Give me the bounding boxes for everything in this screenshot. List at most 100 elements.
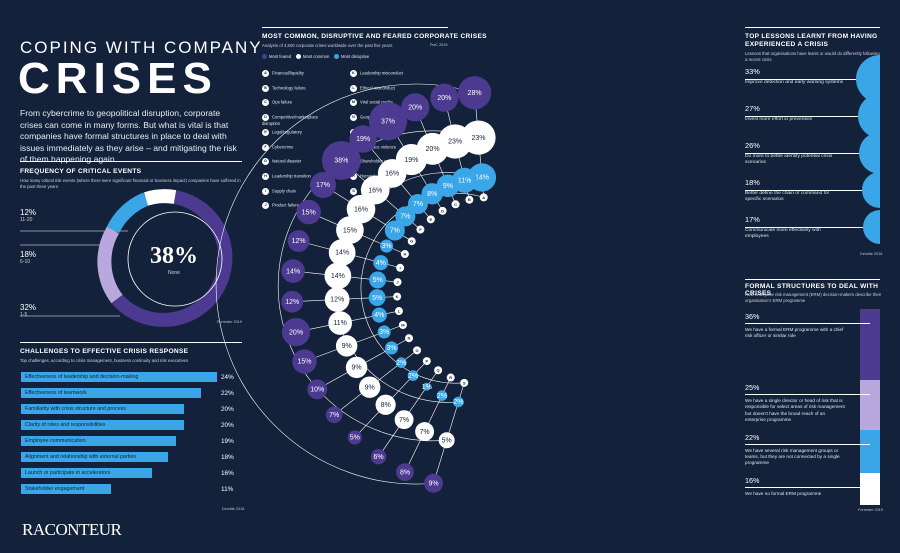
bubble-value: 23% [448, 139, 462, 146]
challenges-source: Deloitte 2018 [222, 507, 245, 511]
bubble-value: 12% [292, 238, 306, 245]
category-node [451, 200, 460, 209]
category-node [434, 366, 443, 375]
bubble-most-feared-r [396, 463, 414, 482]
bubble-value: 5% [350, 435, 360, 442]
bubble-value: 14% [335, 250, 349, 257]
bubble-most-common-g [346, 194, 376, 224]
formal-pct: 36% [745, 312, 760, 321]
challenge-value: 11% [221, 485, 234, 493]
category-node [460, 378, 469, 387]
category-key: A [262, 70, 269, 77]
category-node-key: B [468, 197, 471, 202]
lessons-source: Deloitte 2018 [860, 252, 883, 256]
challenge-label: Launch or participate in accelerators [25, 470, 111, 476]
donut-segment-6-10 [106, 192, 149, 234]
category-label: Competitive/marketplace disruption [262, 114, 319, 127]
category-key: J [262, 202, 269, 210]
bubble-value: 16% [385, 171, 399, 178]
bubble-most-feared-a [457, 76, 492, 110]
lesson-text: Better define the chain of command for s… [745, 191, 830, 202]
bubble-most-feared-g [310, 172, 336, 199]
bubble-most-feared-l [281, 317, 311, 347]
bubble-value: 8% [427, 191, 437, 198]
category-key: S [350, 187, 357, 195]
critical-heading: FREQUENCY OF CRITICAL EVENTS [20, 168, 142, 175]
category-node-key: J [396, 280, 398, 285]
title-small: COPING WITH COMPANY [20, 38, 263, 57]
challenge-value: 16% [221, 469, 234, 477]
challenges-sub: Top challenges, according to crisis mana… [20, 358, 189, 363]
challenge-bar [21, 420, 185, 430]
category-label: Legal/regulatory [272, 129, 303, 135]
challenge-value: 20% [221, 421, 234, 429]
category-node-key: Q [437, 368, 440, 373]
critical-item-2: 18% 6-10 [20, 250, 36, 265]
category-node-key: G [410, 239, 413, 244]
challenges-heading: CHALLENGES TO EFFECTIVE CRISIS RESPONSE [20, 348, 189, 355]
challenge-label: Employee communication [25, 438, 86, 444]
challenge-value: 22% [221, 389, 234, 397]
bubble-value: 12% [330, 297, 344, 304]
formal-bar-segment [860, 380, 880, 430]
category-node-key: R [449, 375, 452, 380]
category-label: Supply chain [272, 188, 296, 194]
bubble-most-feared-e [349, 125, 377, 153]
bubble-value: 19% [404, 157, 418, 164]
critical-source: Forrester 2019 [217, 320, 242, 324]
bubble-most-common-r [415, 422, 435, 442]
lesson-pct: 17% [745, 215, 760, 224]
category-label: Natural disaster [272, 158, 302, 164]
bubble-most-disruptive-f [395, 206, 416, 227]
bubble-value: 9% [352, 365, 362, 372]
challenge-value: 20% [221, 405, 234, 413]
legend-feared: Most feared [262, 54, 291, 60]
category-node [405, 334, 414, 343]
category-key: F [262, 143, 269, 151]
category-label: Leadership misconduct [360, 70, 404, 76]
bubble-most-feared-o [325, 406, 343, 424]
category-node [396, 263, 405, 272]
bubble-value: 2% [437, 393, 447, 400]
challenge-row: Stakeholder engagement 11% [21, 484, 246, 494]
bubble-value: 7% [400, 214, 410, 221]
bubble-value: 4% [374, 312, 384, 319]
category-key: G [262, 158, 269, 166]
bubble-value: 9% [365, 384, 375, 391]
critical-donut [20, 189, 233, 327]
bubble-most-disruptive-q [422, 382, 431, 391]
challenge-bar [21, 404, 185, 414]
bubble-most-feared-q [370, 448, 387, 465]
category-node-key: F [419, 227, 422, 232]
bubble-value: 14% [331, 273, 345, 280]
category-item-m: M Viral social media [350, 99, 425, 107]
formal-bar-segment [860, 473, 880, 505]
challenge-value: 24% [221, 373, 234, 381]
lesson-text: Do more to better identify potential cri… [745, 154, 833, 165]
bubble-value: 37% [381, 118, 395, 125]
lesson-pct: 26% [745, 141, 760, 150]
formal-source: Forrester 2019 [858, 508, 883, 512]
donut-segment-11-20 [143, 189, 177, 206]
critical-sub: How many critical risk events (where the… [20, 178, 241, 189]
category-node [479, 193, 488, 202]
bubble-value: 7% [413, 201, 423, 208]
critical-item-3: 32% 1-5 [20, 303, 36, 318]
bubble-value: 11% [458, 178, 472, 185]
bubble-value: 9% [428, 480, 438, 487]
category-node-key: N [408, 336, 411, 341]
bubble-value: 16% [368, 187, 382, 194]
category-node-key: L [398, 309, 401, 314]
bubble-most-common-s [438, 432, 455, 449]
lesson-item: 27% Invest more effort in prevention [745, 104, 845, 123]
formal-item: 36% We have a formal ERM programme with a… [745, 312, 845, 339]
category-key: C [262, 99, 269, 107]
intro-text: From cybercrime to geopolitical disrupti… [20, 108, 237, 164]
bubble-most-disruptive-n [384, 341, 399, 355]
category-node-key: O [415, 348, 418, 353]
bubble-value: 19% [356, 136, 370, 143]
bubble-value: 5% [372, 295, 382, 302]
category-item-h: H Leadership transition [262, 172, 337, 180]
challenge-bar [21, 436, 177, 446]
